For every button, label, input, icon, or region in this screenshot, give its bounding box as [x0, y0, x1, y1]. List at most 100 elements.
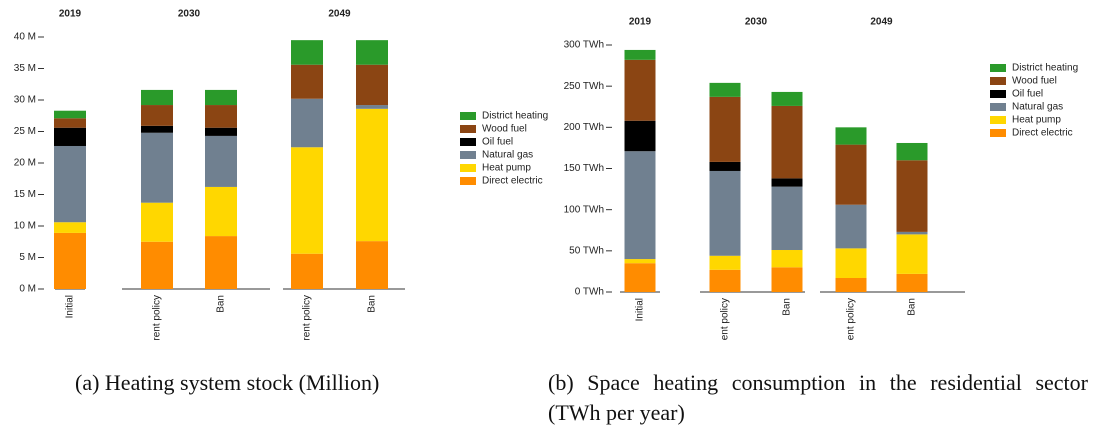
bar-segment [771, 105, 803, 179]
legend-swatch [460, 177, 476, 185]
bar-segment [141, 202, 173, 242]
legend-swatch [460, 125, 476, 133]
y-tick-label: 20 M [14, 158, 36, 169]
bar-segment [624, 120, 656, 152]
legend-swatch [990, 77, 1006, 85]
bar-segment [896, 160, 928, 232]
bar-segment [356, 105, 388, 109]
x-tick-label: Current policy [720, 298, 731, 340]
y-tick-label: 15 M [14, 189, 36, 200]
legend-label: Heat pump [1012, 115, 1061, 126]
x-tick-label: Ban [216, 295, 227, 313]
y-tick-label: 30 M [14, 95, 36, 106]
legend-label: Oil fuel [482, 137, 513, 148]
y-tick-label: 40 M [14, 32, 36, 43]
legend-swatch [990, 129, 1006, 137]
legend-label: Heat pump [482, 163, 531, 174]
bar-segment [205, 127, 237, 136]
group-label: 2019 [59, 9, 82, 20]
bar-segment [54, 232, 86, 289]
bar-segment [291, 147, 323, 254]
bar-segment [141, 132, 173, 203]
bar-segment [624, 151, 656, 260]
bar-segment [624, 49, 656, 60]
legend-swatch [990, 90, 1006, 98]
legend-swatch [990, 103, 1006, 111]
bar-segment [141, 105, 173, 126]
legend-label: Wood fuel [482, 124, 527, 135]
bar-segment [54, 118, 86, 128]
group-label: 2030 [745, 17, 768, 28]
bar-segment [896, 273, 928, 292]
bar-segment [291, 40, 323, 65]
caption: (b) Space heating consumption in the res… [548, 370, 1088, 425]
y-tick-label: 250 TWh [564, 81, 604, 92]
legend-label: District heating [482, 111, 548, 122]
bar-segment [356, 241, 388, 289]
bar-segment [356, 108, 388, 242]
y-tick-label: 5 M [19, 252, 36, 263]
bar-segment [835, 127, 867, 145]
bar-segment [896, 142, 928, 161]
caption: (a) Heating system stock (Million) [75, 370, 380, 395]
y-tick-label: 300 TWh [564, 40, 604, 51]
x-tick-label: Ban [782, 298, 793, 316]
x-tick-label: Current policy [846, 298, 857, 340]
bar-segment [205, 135, 237, 187]
y-tick-label: 35 M [14, 63, 36, 74]
bar-segment [835, 278, 867, 292]
bar-segment [205, 186, 237, 237]
legend-label: Wood fuel [1012, 76, 1057, 87]
x-tick-label: Initial [635, 298, 646, 321]
legend-swatch [460, 138, 476, 146]
y-tick-label: 100 TWh [564, 204, 604, 215]
bar-segment [835, 144, 867, 205]
group-label: 2019 [629, 17, 652, 28]
bar-segment [771, 267, 803, 292]
bar-segment [205, 236, 237, 289]
bar-segment [624, 59, 656, 121]
bar-segment [709, 161, 741, 171]
bar-segment [54, 110, 86, 119]
bar-segment [771, 250, 803, 268]
bar-segment [896, 231, 928, 235]
bar-segment [771, 91, 803, 106]
bar-segment [356, 64, 388, 106]
legend-swatch [990, 116, 1006, 124]
y-tick-label: 25 M [14, 126, 36, 137]
bar-segment [54, 222, 86, 233]
group-label: 2049 [328, 9, 351, 20]
bar-segment [54, 127, 86, 146]
y-tick-label: 200 TWh [564, 122, 604, 133]
bar-segment [141, 241, 173, 289]
bar-segment [835, 204, 867, 249]
bar-segment [709, 255, 741, 270]
x-tick-label: Ban [907, 298, 918, 316]
legend-swatch [460, 112, 476, 120]
bar-segment [624, 263, 656, 292]
y-tick-label: 10 M [14, 221, 36, 232]
bar-segment [356, 40, 388, 65]
bar-segment [624, 259, 656, 264]
figure: 0 M 5 M 10 M 15 M 20 M 25 M 30 M 35 M 40 M 2019 20… [14, 9, 1078, 340]
bar-segment [709, 269, 741, 292]
legend-label: Direct electric [1012, 128, 1073, 139]
bar-segment [709, 96, 741, 162]
bar-segment [54, 145, 86, 223]
group-label: 2030 [178, 9, 201, 20]
bar-segment [709, 170, 741, 256]
legend-label: Oil fuel [1012, 89, 1043, 100]
bar-segment [205, 105, 237, 128]
bar-segment [141, 125, 173, 133]
y-tick-label: 0 TWh [575, 287, 604, 298]
legend-label: Natural gas [482, 150, 533, 161]
group-label: 2049 [870, 17, 893, 28]
legend-label: District heating [1012, 63, 1078, 74]
legend-swatch [460, 164, 476, 172]
bar-segment [896, 234, 928, 274]
bar-segment [291, 253, 323, 289]
x-tick-label: Current policy [302, 295, 313, 340]
bar-segment [771, 186, 803, 251]
y-tick-label: 50 TWh [569, 245, 604, 256]
